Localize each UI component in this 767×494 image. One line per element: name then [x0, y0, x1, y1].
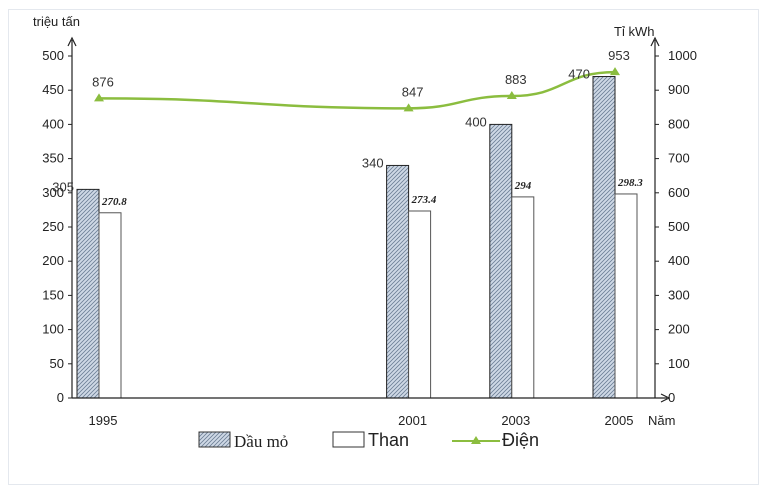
left-tick-label: 200 [42, 253, 64, 268]
left-axis-arrow [67, 36, 77, 47]
left-tick-label: 300 [42, 185, 64, 200]
left-tick-label: 400 [42, 116, 64, 131]
data-label-dau-mo: 340 [362, 155, 384, 170]
data-label-dien: 953 [608, 48, 630, 63]
right-tick-label: 500 [668, 219, 690, 234]
line-dien [98, 70, 616, 110]
left-tick-label: 0 [57, 390, 64, 405]
x-tick-label: 2001 [398, 413, 427, 428]
bar-than [98, 212, 122, 399]
right-tick-label: 100 [668, 356, 690, 371]
bar-dau-mo [76, 188, 100, 399]
bar-than [614, 193, 638, 399]
data-label-dien: 876 [92, 74, 114, 89]
data-label-than: 273.4 [411, 194, 437, 206]
left-tick-label: 150 [42, 287, 64, 302]
bar-dau-mo [489, 123, 513, 399]
x-tick-label: 2005 [605, 413, 634, 428]
bar-than [408, 210, 432, 399]
legend-marker-dien [471, 436, 481, 444]
marker-dien [403, 103, 414, 112]
bar-dau-mo [592, 76, 616, 399]
right-tick-label: 700 [668, 151, 690, 166]
x-axis-unit: Năm [648, 413, 675, 428]
right-tick-label: 900 [668, 82, 690, 97]
right-tick-label: 400 [668, 253, 690, 268]
right-axis-arrow [650, 36, 660, 47]
marker-dien [610, 67, 620, 76]
legend-label-than: Than [368, 430, 409, 450]
data-label-than: 298.3 [617, 177, 643, 189]
marker-dien [94, 93, 104, 102]
right-tick-label: 800 [668, 116, 690, 131]
legend-label-dien: Điện [502, 430, 539, 450]
right-tick-label: 600 [668, 185, 690, 200]
x-tick-label: 1995 [89, 413, 118, 428]
right-tick-label: 200 [668, 322, 690, 337]
bar-dau-mo [386, 164, 410, 399]
marker-dien [506, 91, 517, 100]
chart-frame [8, 9, 759, 485]
left-tick-label: 100 [42, 322, 64, 337]
legend: Dầu mỏ Than Điện [198, 430, 539, 451]
data-label-than: 270.8 [101, 196, 127, 208]
legend-label-dau-mo: Dầu mỏ [234, 432, 288, 451]
legend-swatch-than [332, 431, 365, 448]
left-tick-label: 500 [42, 48, 64, 63]
left-tick-label: 250 [42, 219, 64, 234]
data-label-dau-mo: 305 [52, 179, 74, 194]
left-tick-label: 350 [42, 151, 64, 166]
right-axis-label: Tỉ kWh [614, 24, 654, 39]
right-tick-label: 0 [668, 390, 675, 405]
legend-swatch-dau-mo [198, 431, 231, 448]
right-tick-label: 1000 [668, 48, 697, 63]
left-tick-label: 50 [50, 356, 64, 371]
left-axis-label: triệu tấn [33, 14, 80, 29]
data-label-than: 294 [514, 180, 532, 192]
data-label-dau-mo: 470 [568, 67, 590, 82]
x-axis-arrow [660, 393, 671, 403]
left-tick-label: 450 [42, 82, 64, 97]
data-label-dau-mo: 400 [465, 114, 487, 129]
data-label-dien: 883 [505, 72, 527, 87]
x-tick-label: 2003 [501, 413, 530, 428]
right-tick-label: 300 [668, 287, 690, 302]
data-label-dien: 847 [402, 84, 424, 99]
bar-than [511, 196, 535, 399]
